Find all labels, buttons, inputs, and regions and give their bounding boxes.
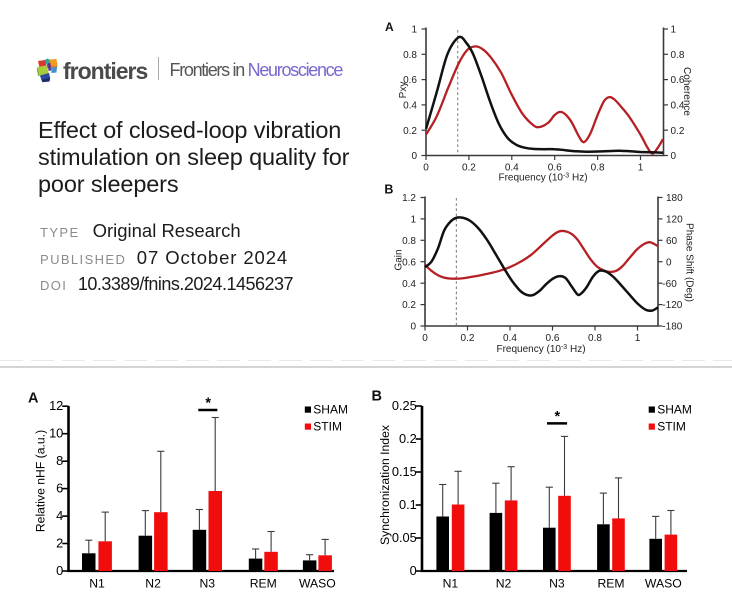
svg-text:B: B: [384, 182, 393, 196]
svg-text:12: 12: [49, 398, 63, 413]
svg-text:0: 0: [671, 151, 677, 162]
svg-text:0.6: 0.6: [671, 75, 685, 86]
svg-text:0.2: 0.2: [399, 431, 417, 446]
svg-text:10: 10: [49, 426, 63, 441]
svg-text:0: 0: [666, 257, 672, 268]
svg-text:-60: -60: [662, 279, 677, 290]
svg-text:0.25: 0.25: [392, 398, 417, 413]
svg-text:0.8: 0.8: [591, 163, 605, 174]
svg-text:A: A: [28, 390, 39, 406]
svg-text:-180: -180: [662, 322, 682, 333]
svg-text:N1: N1: [89, 577, 105, 591]
svg-text:0.2: 0.2: [461, 333, 475, 344]
svg-text:Synchronization Index: Synchronization Index: [378, 425, 392, 545]
svg-text:N3: N3: [549, 577, 565, 591]
svg-text:8: 8: [56, 453, 63, 468]
svg-text:0.4: 0.4: [503, 333, 517, 344]
svg-text:STIM: STIM: [313, 420, 342, 434]
svg-text:0.6: 0.6: [546, 333, 560, 344]
svg-text:0.6: 0.6: [548, 163, 562, 174]
svg-text:Relative nHF (a.u.): Relative nHF (a.u.): [34, 430, 48, 532]
svg-text:0.2: 0.2: [403, 126, 417, 137]
svg-text:0.8: 0.8: [402, 236, 416, 247]
svg-text:6: 6: [56, 481, 63, 496]
svg-text:1: 1: [635, 333, 641, 344]
svg-text:0.1: 0.1: [399, 497, 417, 512]
svg-text:1: 1: [411, 25, 417, 36]
svg-text:0.6: 0.6: [403, 75, 417, 86]
svg-text:0.4: 0.4: [403, 101, 417, 112]
svg-text:0.2: 0.2: [671, 126, 685, 137]
svg-text:*: *: [554, 409, 560, 425]
svg-text:0: 0: [410, 322, 416, 333]
svg-text:0.8: 0.8: [588, 333, 602, 344]
svg-text:0: 0: [56, 563, 63, 578]
svg-text:N3: N3: [200, 577, 216, 591]
svg-text:Frequency (10-3 Hz): Frequency (10-3 Hz): [498, 172, 587, 183]
svg-text:A: A: [385, 20, 394, 34]
svg-text:1.2: 1.2: [402, 193, 416, 204]
svg-text:0: 0: [422, 333, 428, 344]
svg-text:0.4: 0.4: [402, 279, 416, 290]
svg-text:0.8: 0.8: [671, 50, 685, 61]
svg-text:0: 0: [410, 563, 417, 578]
svg-text:STIM: STIM: [657, 420, 686, 434]
svg-text:4: 4: [56, 508, 63, 523]
svg-text:Pxy: Pxy: [398, 82, 409, 99]
svg-text:SHAM: SHAM: [657, 403, 692, 417]
svg-text:0: 0: [423, 163, 429, 174]
svg-text:SHAM: SHAM: [313, 403, 348, 417]
svg-text:0.6: 0.6: [402, 257, 416, 268]
svg-text:REM: REM: [250, 577, 277, 591]
svg-text:Coherence: Coherence: [681, 67, 692, 116]
svg-text:180: 180: [666, 193, 683, 204]
svg-text:0.2: 0.2: [402, 300, 416, 311]
svg-text:0.15: 0.15: [392, 464, 417, 479]
svg-text:1: 1: [671, 25, 677, 36]
svg-text:0.4: 0.4: [505, 163, 519, 174]
svg-text:1: 1: [410, 215, 416, 226]
svg-text:0.4: 0.4: [671, 101, 685, 112]
svg-text:0.05: 0.05: [392, 530, 417, 545]
svg-text:B: B: [372, 389, 382, 405]
svg-text:*: *: [205, 396, 211, 412]
svg-text:1: 1: [638, 163, 644, 174]
svg-text:Frequency (10-3 Hz): Frequency (10-3 Hz): [496, 344, 585, 355]
svg-text:Gain: Gain: [394, 249, 405, 270]
svg-text:2: 2: [56, 535, 63, 550]
svg-text:REM: REM: [597, 577, 624, 591]
svg-text:N2: N2: [145, 577, 161, 591]
svg-text:N1: N1: [443, 577, 459, 591]
svg-text:0.8: 0.8: [403, 50, 417, 61]
svg-text:120: 120: [666, 215, 683, 226]
svg-text:Phase Shift (Deg): Phase Shift (Deg): [684, 223, 695, 302]
svg-text:0: 0: [411, 151, 417, 162]
svg-text:N2: N2: [496, 577, 512, 591]
svg-text:WASO: WASO: [299, 577, 336, 591]
svg-text:-120: -120: [662, 300, 682, 311]
svg-text:WASO: WASO: [645, 577, 682, 591]
svg-text:60: 60: [666, 236, 678, 247]
svg-text:0.2: 0.2: [462, 163, 476, 174]
